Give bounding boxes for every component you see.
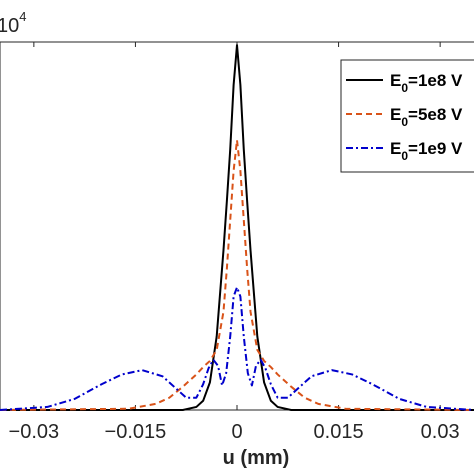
legend-box <box>340 59 474 173</box>
legend-items: E0=1e8 V E0=5e8 V E0=1e9 V <box>346 71 463 163</box>
y-multiplier-label: 104 <box>0 9 26 37</box>
x-tick-label: −0.015 <box>105 421 167 443</box>
legend: E0=1e8 V E0=5e8 V E0=1e9 V <box>340 59 474 173</box>
x-tick-label: −0.03 <box>9 421 60 443</box>
series-line-2 <box>0 139 474 411</box>
x-tick-label: 0.03 <box>421 421 460 443</box>
series-lines <box>0 44 474 411</box>
x-tick-label: 0 <box>231 421 242 443</box>
x-ticks: −0.03 −0.015 0 0.015 0.03 <box>9 42 460 443</box>
x-tick-label: 0.015 <box>314 421 364 443</box>
x-axis-title: u (mm) <box>223 447 290 469</box>
legend-label: E0=1e9 V <box>390 139 463 163</box>
series-line-3 <box>0 286 474 411</box>
legend-label: E0=1e8 V <box>390 71 463 95</box>
series-line-1 <box>0 44 474 411</box>
legend-label: E0=5e8 V <box>390 105 463 129</box>
